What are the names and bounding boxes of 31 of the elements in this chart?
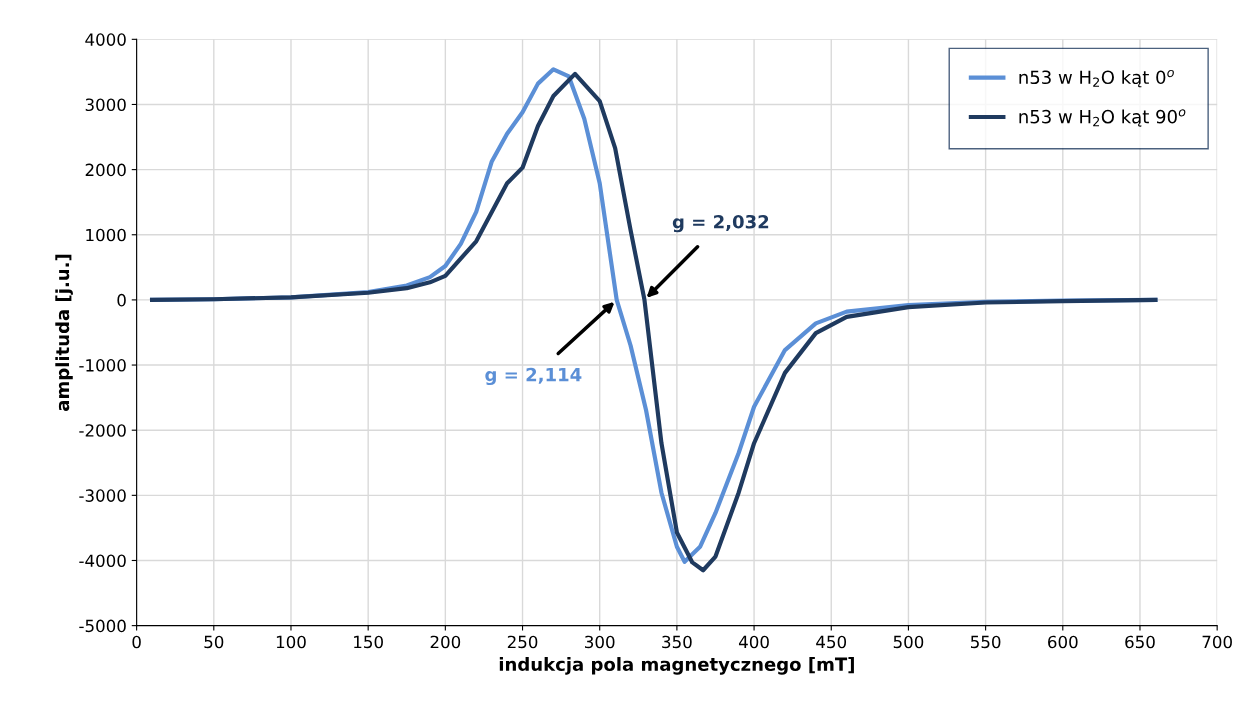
x-tick-label: 600 [1048, 635, 1078, 649]
x-tick-label: 650 [1125, 635, 1155, 649]
y-tick-label: 3000 [85, 98, 126, 112]
x-tick-label: 450 [816, 635, 847, 649]
y-tick-label: -1000 [79, 359, 126, 372]
y-tick-label: -4000 [79, 554, 126, 568]
y-tick-label: -2000 [79, 424, 126, 437]
x-tick-label: 200 [430, 635, 461, 649]
x-tick-label: 250 [507, 635, 538, 649]
x-tick-label: 550 [971, 635, 1001, 649]
y-axis-title: amplituda [j.u.] [55, 254, 73, 411]
y-tick-label: 0 [117, 293, 126, 307]
y-tick-label: 4000 [85, 33, 126, 46]
y-tick-label: -3000 [79, 489, 126, 502]
y-tick-label: 1000 [86, 228, 126, 242]
x-tick-label: 150 [354, 635, 383, 649]
y-tick-label: 2000 [85, 163, 126, 177]
x-tick-label: 100 [276, 635, 306, 649]
x-tick-label: 50 [204, 635, 224, 649]
x-tick-label: 400 [738, 635, 769, 649]
x-axis-title: indukcja pola magnetycznego [mT] [499, 657, 854, 675]
annotation: g = 2,032 [672, 214, 769, 233]
x-tick-label: 350 [662, 635, 692, 649]
legend-label: n53 w H$_{2}$O kąt 0$^{o}$ [1019, 69, 1174, 88]
x-tick-label: 700 [1202, 635, 1232, 649]
x-tick-label: 0 [132, 635, 141, 649]
x-tick-label: 300 [585, 635, 615, 649]
x-tick-label: 500 [893, 635, 924, 649]
y-tick-label: -5000 [79, 619, 126, 633]
legend-label: n53 w H$_{2}$O kąt 90$^{o}$ [1019, 109, 1186, 127]
annotation: g = 2,114 [485, 367, 582, 386]
